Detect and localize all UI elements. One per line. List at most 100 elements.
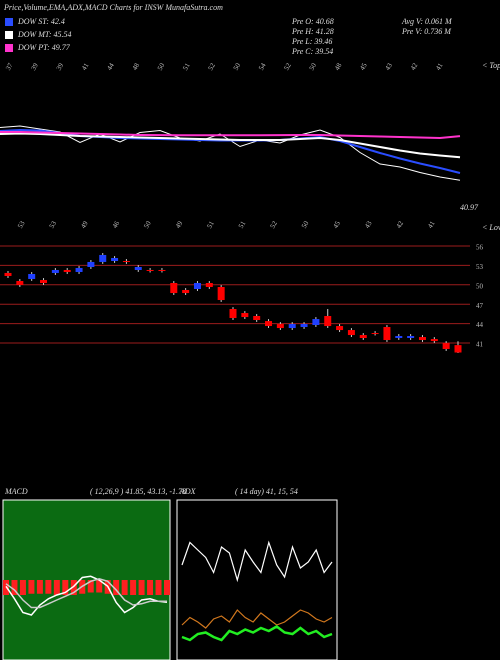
adx-line (181, 540, 333, 583)
candle-body (430, 339, 438, 342)
panel-title: MACD (4, 487, 28, 496)
candle-body (16, 280, 24, 285)
info-text: Pre H: 41.28 (291, 27, 334, 36)
top-label: 41 (434, 61, 445, 71)
histogram-bar (96, 580, 103, 593)
candle-body (158, 269, 166, 271)
top-label: 48 (131, 61, 142, 71)
top-label: 39 (29, 61, 40, 71)
panel-label: < Lower (482, 223, 500, 232)
candle-body (134, 267, 142, 270)
candle-body (170, 282, 178, 294)
histogram-bar (11, 580, 18, 595)
top-label: 52 (207, 61, 218, 71)
last-price-label: 40.97 (460, 203, 479, 212)
bottom-label: 53 (48, 219, 59, 229)
candle-body (87, 261, 95, 268)
candle-body (288, 324, 296, 329)
candle-body (40, 280, 48, 283)
candle-body (442, 343, 450, 350)
bottom-label: 50 (300, 219, 311, 229)
candle-body (276, 324, 284, 329)
y-tick-label: 41 (476, 341, 484, 349)
adx-line (181, 625, 333, 642)
top-label: 43 (384, 61, 395, 71)
histogram-bar (138, 580, 145, 595)
adx-line (181, 609, 333, 629)
y-tick-label: 44 (476, 321, 484, 329)
top-label: 52 (282, 61, 293, 71)
histogram-bar (130, 580, 137, 595)
candle-body (146, 269, 154, 271)
candle-body (28, 273, 36, 279)
series-line (0, 131, 461, 140)
bottom-label: 42 (395, 219, 406, 229)
panel-frame (176, 499, 338, 660)
bottom-label: 51 (237, 219, 248, 229)
histogram-bar (87, 580, 94, 593)
bottom-label: 43 (363, 219, 374, 229)
info-text: Pre O: 40.68 (291, 17, 334, 26)
candle-body (407, 336, 415, 339)
histogram-bar (113, 580, 120, 595)
panel-title: ADX (179, 487, 197, 496)
legend-entry: DOW ST: 42.4 (17, 17, 65, 26)
info-text: Pre L: 39.46 (291, 37, 332, 46)
candle-body (241, 313, 249, 318)
top-label: 50 (156, 61, 167, 71)
legend-entry: DOW PT: 49.77 (17, 43, 71, 52)
candle-body (75, 267, 83, 272)
top-label: 51 (181, 61, 192, 71)
candle-body (51, 269, 59, 273)
candle-body (111, 258, 119, 261)
histogram-bar (70, 580, 77, 595)
legend-swatch (5, 31, 13, 39)
legend-entry: DOW MT: 45.54 (17, 30, 72, 39)
candle-body (312, 319, 320, 325)
candle-body (383, 327, 391, 341)
series-line (0, 132, 461, 159)
top-label: 45 (358, 61, 369, 71)
histogram-bar (36, 580, 43, 594)
bottom-label: 53 (16, 219, 27, 229)
legend-swatch (5, 44, 13, 52)
candle-body (63, 269, 71, 272)
top-label: 42 (409, 61, 420, 71)
info-text: Avg V: 0.061 M (401, 17, 453, 26)
candle-body (229, 309, 237, 319)
top-label: 50 (232, 61, 243, 71)
candle-body (454, 345, 462, 353)
candle-body (371, 333, 379, 335)
panel-subtitle: ( 14 day) 41, 15, 54 (235, 487, 298, 496)
histogram-bar (45, 580, 52, 594)
histogram-bar (164, 580, 170, 595)
histogram-bar (19, 580, 26, 595)
bottom-label: 41 (426, 219, 437, 229)
panel-frame (2, 499, 171, 660)
candle-body (253, 316, 261, 321)
candle-body (324, 316, 332, 327)
candle-body (205, 282, 213, 288)
candle-body (347, 330, 355, 336)
candle-body (99, 254, 107, 262)
macd-line (5, 578, 167, 609)
panel-label: < Top (482, 61, 500, 70)
histogram-bar (147, 580, 154, 595)
y-tick-label: 47 (476, 302, 484, 310)
macd-line (5, 575, 168, 616)
legend-swatch (5, 18, 13, 26)
candle-body (395, 336, 403, 339)
histogram-bar (121, 580, 128, 595)
y-tick-label: 50 (476, 282, 484, 290)
top-label: 39 (55, 61, 66, 71)
info-text: Pre C: 39.54 (291, 47, 333, 56)
bottom-label: 51 (205, 219, 216, 229)
y-tick-label: 56 (476, 244, 484, 252)
histogram-bar (28, 580, 35, 594)
candle-body (182, 289, 190, 294)
candle-body (217, 287, 225, 301)
info-text: Pre V: 0.736 M (401, 27, 452, 36)
bottom-label: 49 (174, 219, 185, 229)
